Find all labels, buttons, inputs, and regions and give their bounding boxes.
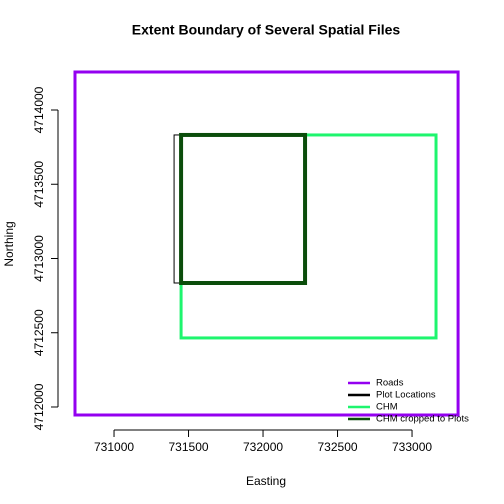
extent-rect [179, 133, 438, 340]
y-tick-label: 4714000 [32, 86, 46, 133]
y-tick-label: 4713500 [32, 161, 46, 208]
x-tick-label: 732000 [243, 440, 283, 454]
y-tick-label: 4713000 [32, 235, 46, 282]
legend-label: Roads [376, 378, 404, 389]
legend-label: CHM [376, 402, 398, 413]
y-tick-label: 4712500 [32, 309, 46, 356]
x-tick-label: 732500 [318, 440, 358, 454]
y-tick-label: 4712000 [32, 383, 46, 430]
extent-rect [179, 132, 308, 285]
legend-label: Plot Locations [376, 390, 436, 401]
x-tick-label: 733000 [392, 440, 432, 454]
extent-rect [73, 70, 460, 417]
extent-rect [173, 134, 306, 284]
chart-title: Extent Boundary of Several Spatial Files [132, 22, 401, 38]
x-tick-label: 731500 [169, 440, 209, 454]
legend-label: CHM cropped to Plots [376, 414, 469, 425]
x-axis-label: Easting [246, 474, 286, 488]
x-tick-label: 731000 [94, 440, 134, 454]
y-axis-label: Northing [2, 221, 16, 266]
